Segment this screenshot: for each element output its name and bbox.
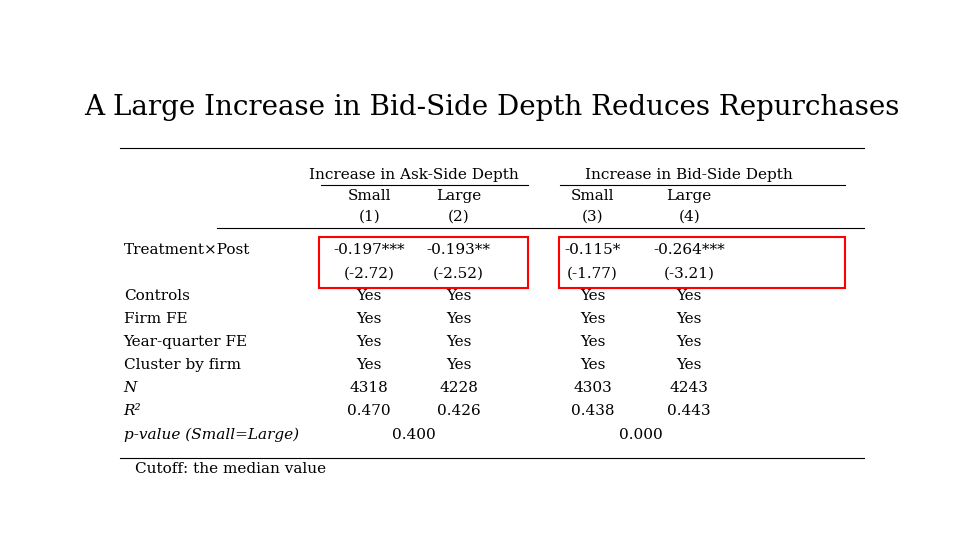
Text: 0.443: 0.443 bbox=[667, 404, 711, 418]
Text: 0.400: 0.400 bbox=[392, 428, 436, 442]
Text: 4243: 4243 bbox=[670, 381, 708, 395]
Text: p-value (Small=Large): p-value (Small=Large) bbox=[124, 428, 299, 442]
Bar bbox=[559, 238, 846, 288]
Text: (3): (3) bbox=[582, 210, 603, 224]
Text: 0.426: 0.426 bbox=[437, 404, 480, 418]
Text: Yes: Yes bbox=[445, 335, 471, 349]
Text: Yes: Yes bbox=[356, 312, 382, 326]
Text: 4303: 4303 bbox=[573, 381, 612, 395]
Text: 0.470: 0.470 bbox=[348, 404, 391, 418]
Text: Yes: Yes bbox=[580, 335, 605, 349]
Text: -0.115*: -0.115* bbox=[564, 243, 620, 257]
Text: 0.000: 0.000 bbox=[619, 428, 662, 442]
Text: Yes: Yes bbox=[677, 358, 702, 372]
Text: N: N bbox=[124, 381, 137, 395]
Text: Yes: Yes bbox=[677, 289, 702, 303]
Text: (1): (1) bbox=[358, 210, 380, 224]
Text: -0.264***: -0.264*** bbox=[654, 243, 725, 257]
Text: Small: Small bbox=[570, 189, 614, 203]
Text: 4318: 4318 bbox=[349, 381, 389, 395]
Text: Cutoff: the median value: Cutoff: the median value bbox=[134, 462, 326, 476]
Text: (-2.52): (-2.52) bbox=[433, 267, 484, 281]
Text: Yes: Yes bbox=[356, 358, 382, 372]
Text: 4228: 4228 bbox=[439, 381, 478, 395]
Text: Controls: Controls bbox=[124, 289, 189, 303]
Text: (-1.77): (-1.77) bbox=[567, 267, 618, 281]
Text: Small: Small bbox=[348, 189, 391, 203]
Text: A Large Increase in Bid-Side Depth Reduces Repurchases: A Large Increase in Bid-Side Depth Reduc… bbox=[84, 94, 900, 121]
Text: Increase in Ask-Side Depth: Increase in Ask-Side Depth bbox=[309, 168, 518, 182]
Text: (4): (4) bbox=[679, 210, 700, 224]
Text: Treatment×Post: Treatment×Post bbox=[124, 243, 251, 257]
Text: Yes: Yes bbox=[356, 335, 382, 349]
Text: Large: Large bbox=[666, 189, 711, 203]
Text: -0.193**: -0.193** bbox=[426, 243, 491, 257]
Text: 0.438: 0.438 bbox=[570, 404, 614, 418]
Text: Yes: Yes bbox=[677, 312, 702, 326]
Text: (-2.72): (-2.72) bbox=[344, 267, 395, 281]
Bar bbox=[320, 238, 528, 288]
Text: Yes: Yes bbox=[445, 358, 471, 372]
Text: Yes: Yes bbox=[356, 289, 382, 303]
Text: Yes: Yes bbox=[580, 358, 605, 372]
Text: (-3.21): (-3.21) bbox=[663, 267, 714, 281]
Text: Large: Large bbox=[436, 189, 481, 203]
Text: Yes: Yes bbox=[445, 312, 471, 326]
Text: Firm FE: Firm FE bbox=[124, 312, 187, 326]
Text: Cluster by firm: Cluster by firm bbox=[124, 358, 241, 372]
Text: -0.197***: -0.197*** bbox=[333, 243, 405, 257]
Text: Yes: Yes bbox=[580, 289, 605, 303]
Text: Year-quarter FE: Year-quarter FE bbox=[124, 335, 248, 349]
Text: (2): (2) bbox=[447, 210, 469, 224]
Text: Yes: Yes bbox=[580, 312, 605, 326]
Text: Yes: Yes bbox=[445, 289, 471, 303]
Text: R²: R² bbox=[124, 404, 141, 418]
Text: Yes: Yes bbox=[677, 335, 702, 349]
Text: Increase in Bid-Side Depth: Increase in Bid-Side Depth bbox=[586, 168, 793, 182]
